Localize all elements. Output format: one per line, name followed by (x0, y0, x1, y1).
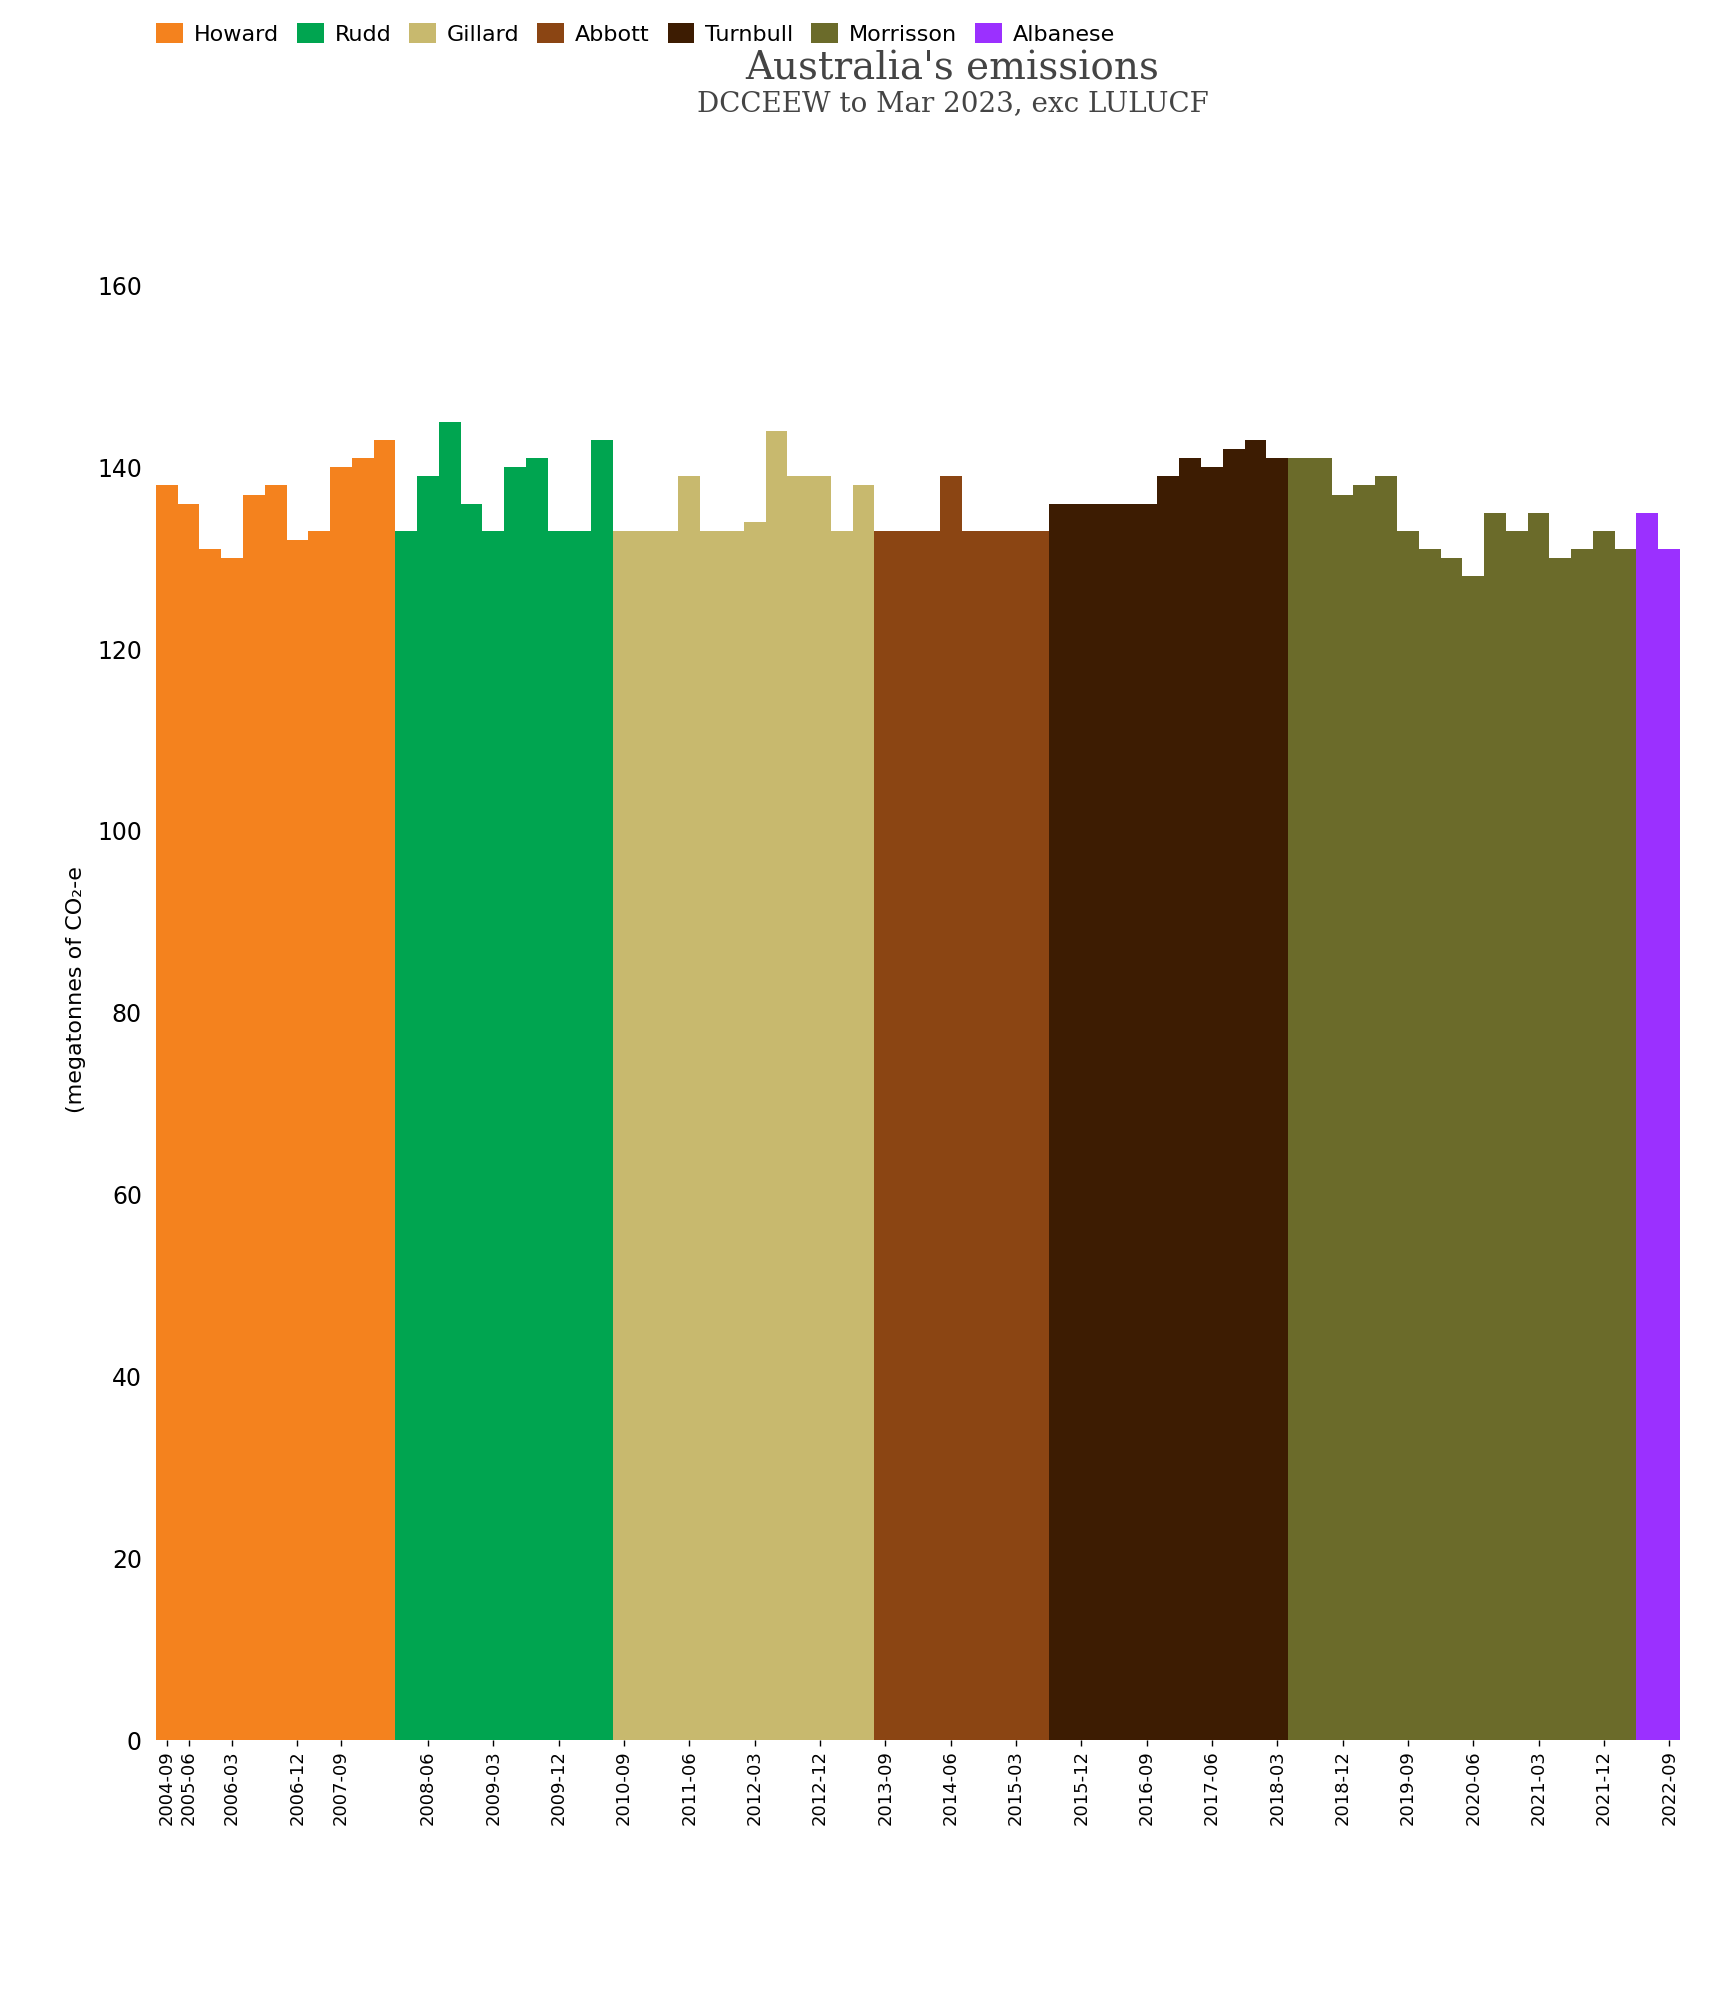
Bar (722, 530, 743, 1740)
Bar (679, 476, 700, 1740)
Bar (1353, 486, 1375, 1740)
Bar (1070, 504, 1093, 1740)
Bar (1441, 558, 1462, 1740)
Bar (636, 530, 656, 1740)
Bar (656, 530, 679, 1740)
Bar (766, 430, 788, 1740)
Bar (527, 458, 547, 1740)
Bar (417, 476, 438, 1740)
Y-axis label: (megatonnes of CO₂-e: (megatonnes of CO₂-e (66, 866, 87, 1114)
Bar (1550, 558, 1571, 1740)
Text: DCCEEW to Mar 2023, exc LULUCF: DCCEEW to Mar 2023, exc LULUCF (696, 90, 1209, 116)
Bar (961, 530, 984, 1740)
Bar (1309, 458, 1332, 1740)
Bar (547, 530, 570, 1740)
Bar (875, 530, 895, 1740)
Bar (1179, 458, 1200, 1740)
Bar (1048, 504, 1070, 1740)
Bar (895, 530, 918, 1740)
Bar (940, 476, 961, 1740)
Bar (1136, 504, 1157, 1740)
Bar (461, 504, 483, 1740)
Bar (831, 530, 852, 1740)
Bar (743, 522, 766, 1740)
Bar (504, 468, 527, 1740)
Bar (156, 486, 178, 1740)
Legend: Howard, Rudd, Gillard, Abbott, Turnbull, Morrisson, Albanese: Howard, Rudd, Gillard, Abbott, Turnbull,… (152, 18, 1119, 50)
Bar (1637, 512, 1658, 1740)
Bar (265, 486, 286, 1740)
Bar (1093, 504, 1114, 1740)
Bar (286, 540, 308, 1740)
Bar (242, 494, 265, 1740)
Bar (591, 440, 613, 1740)
Bar (331, 468, 352, 1740)
Bar (395, 530, 417, 1740)
Bar (1005, 530, 1027, 1740)
Bar (352, 458, 374, 1740)
Bar (918, 530, 940, 1740)
Bar (1484, 512, 1505, 1740)
Bar (1245, 440, 1266, 1740)
Bar (438, 422, 461, 1740)
Bar (199, 550, 222, 1740)
Bar (1505, 530, 1528, 1740)
Bar (1332, 494, 1353, 1740)
Bar (984, 530, 1005, 1740)
Bar (1462, 576, 1484, 1740)
Bar (1266, 458, 1289, 1740)
Bar (1419, 550, 1441, 1740)
Bar (700, 530, 722, 1740)
Bar (1289, 458, 1309, 1740)
Bar (1223, 450, 1245, 1740)
Bar (1571, 550, 1593, 1740)
Bar (1398, 530, 1419, 1740)
Bar (570, 530, 591, 1740)
Bar (308, 530, 331, 1740)
Bar (1658, 550, 1680, 1740)
Bar (613, 530, 636, 1740)
Bar (1528, 512, 1550, 1740)
Bar (483, 530, 504, 1740)
Bar (1593, 530, 1614, 1740)
Bar (1200, 468, 1223, 1740)
Bar (1157, 476, 1179, 1740)
Bar (178, 504, 199, 1740)
Bar (1027, 530, 1048, 1740)
Bar (852, 486, 875, 1740)
Bar (809, 476, 831, 1740)
Bar (1375, 476, 1398, 1740)
Bar (1614, 550, 1637, 1740)
Bar (374, 440, 395, 1740)
Text: Australia's emissions: Australia's emissions (746, 50, 1159, 86)
Bar (222, 558, 242, 1740)
Bar (1114, 504, 1136, 1740)
Bar (788, 476, 809, 1740)
